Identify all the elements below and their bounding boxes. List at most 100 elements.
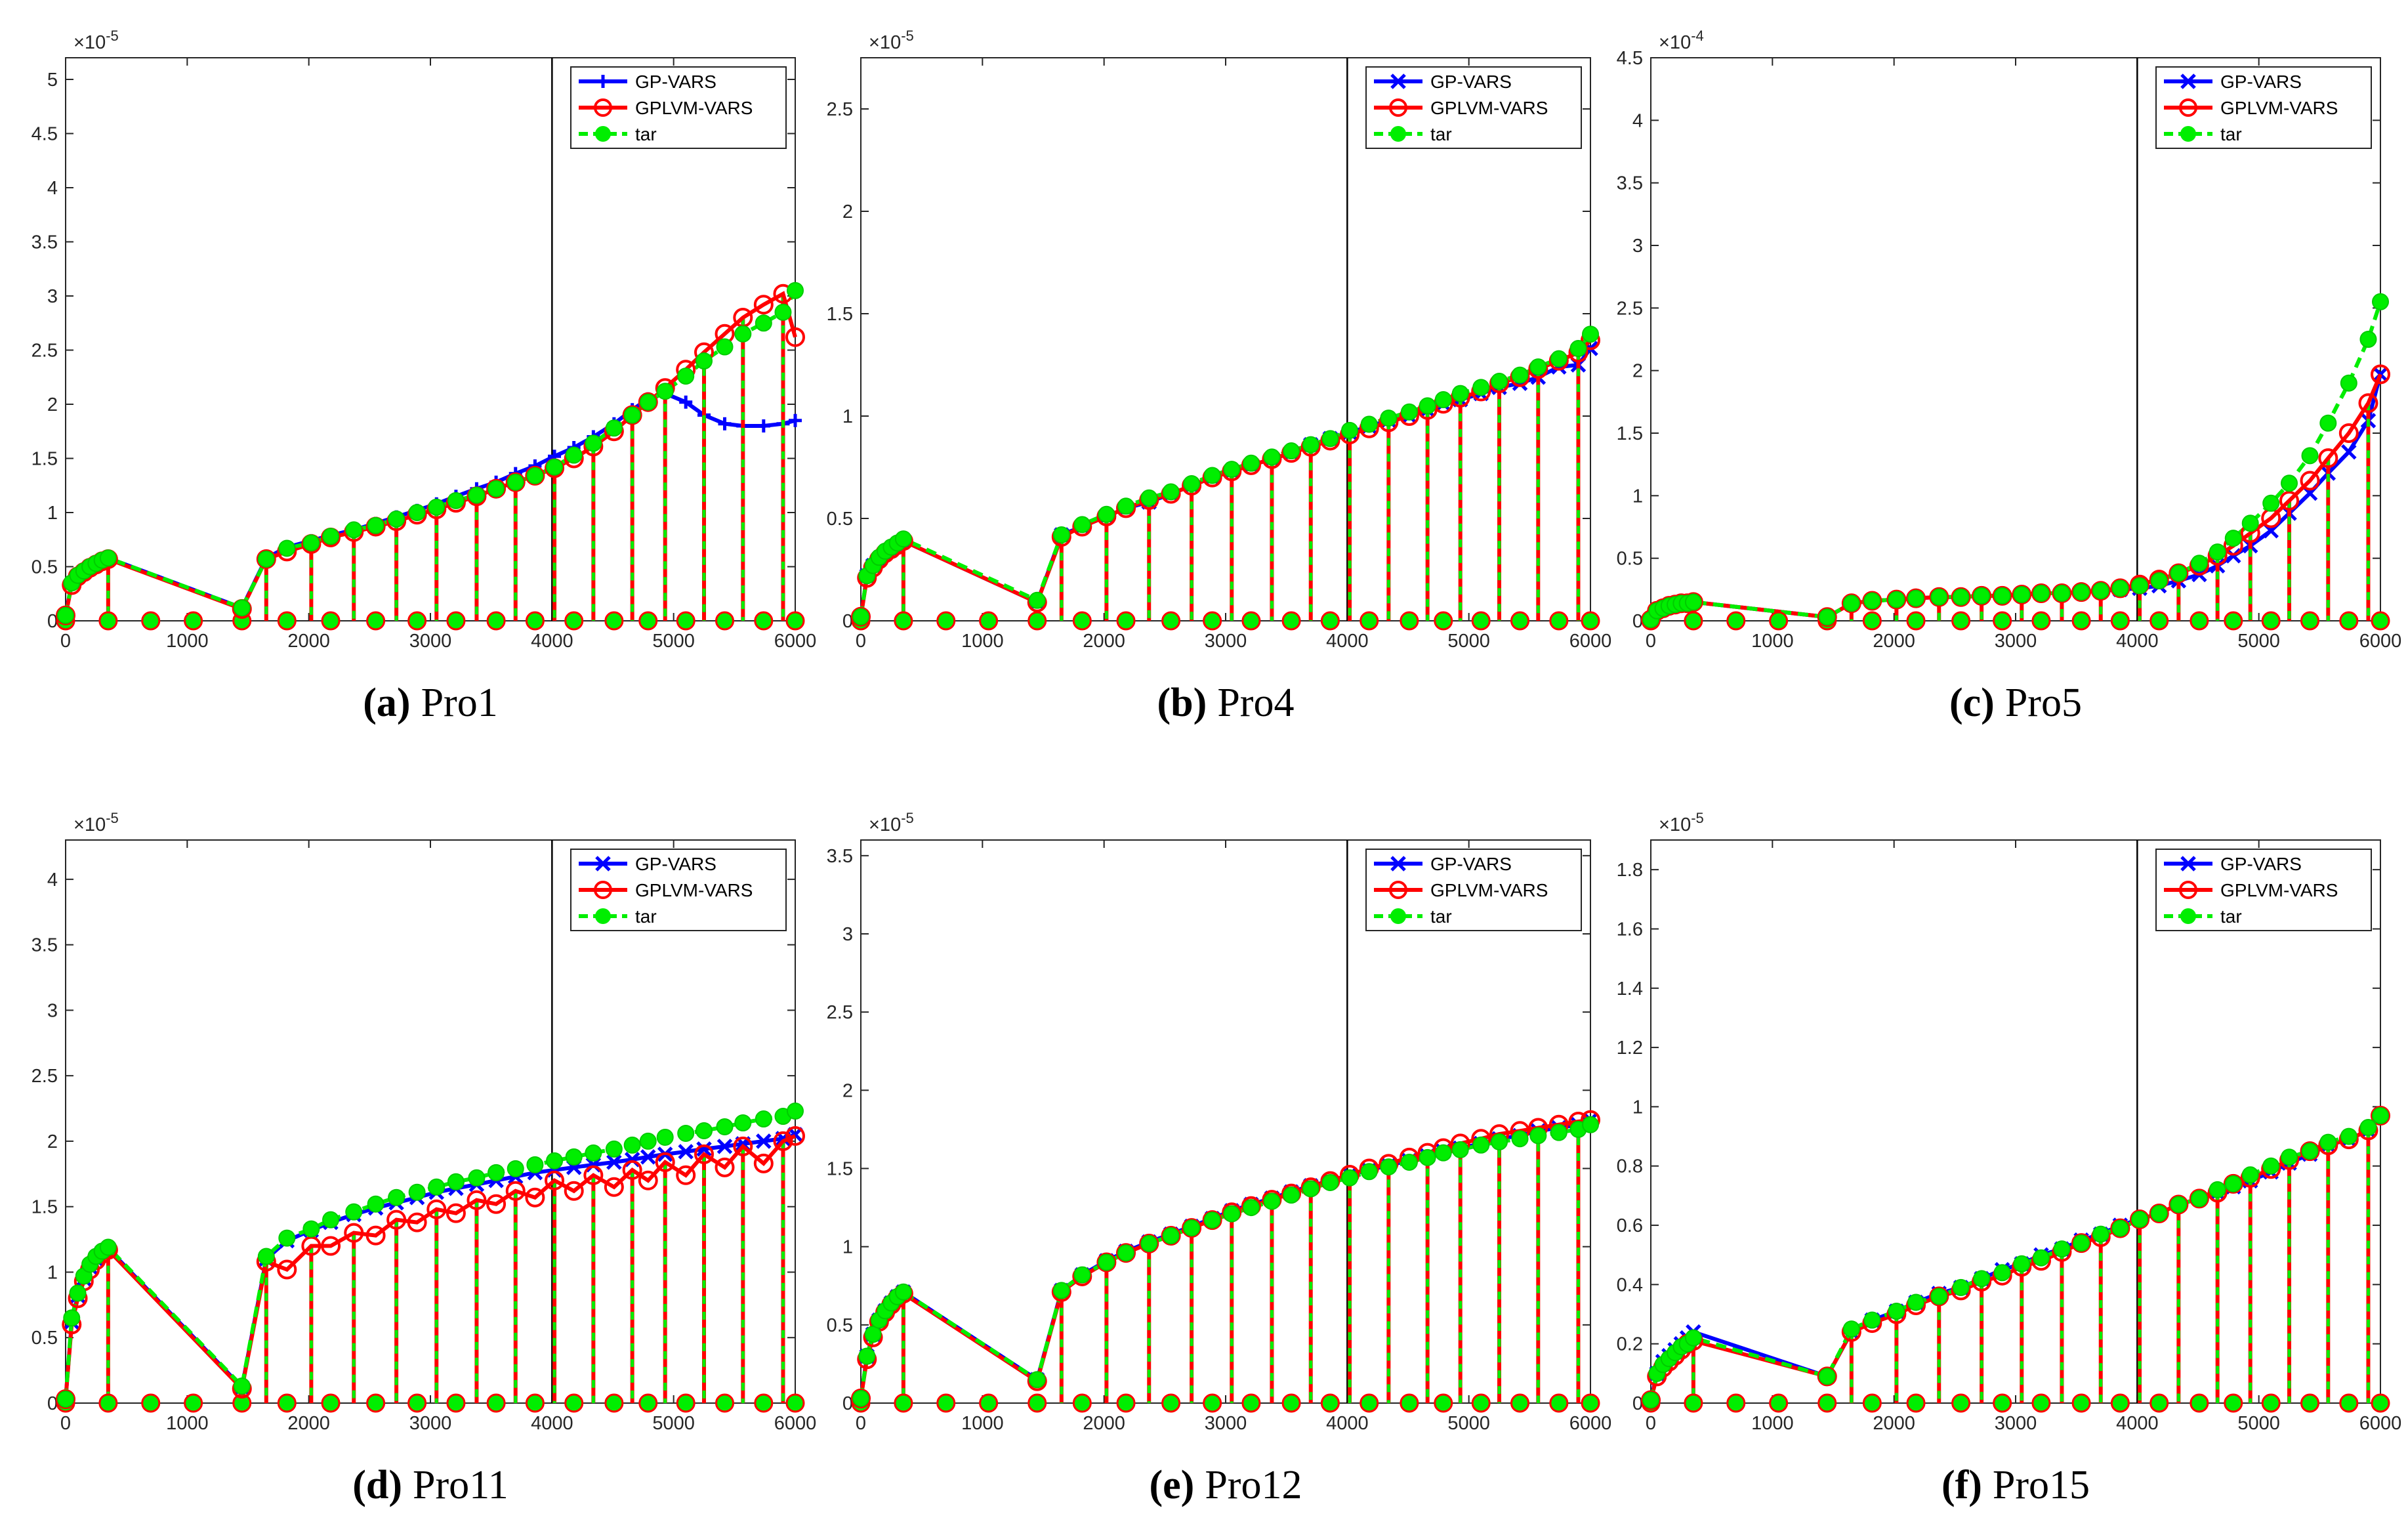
y-tick-label: 1.4 (1617, 978, 1643, 999)
y-tick-label: 1.5 (827, 304, 853, 325)
y-tick-label: 0.5 (827, 1315, 853, 1336)
caption-letter: (e) (1150, 1463, 1195, 1507)
zero-marker (1726, 611, 1746, 631)
tar-point (1419, 397, 1436, 415)
gplvm-vars-point (386, 1209, 407, 1230)
y-exponent-label: ×10-5 (869, 810, 914, 835)
tar-point (2262, 494, 2280, 512)
zero-marker (2110, 1393, 2130, 1413)
tar-point (677, 1124, 695, 1142)
zero-marker (2339, 1393, 2359, 1413)
panel-d: 0 0.5 1 1.5 2 2.5 3 3.5 4 0 1000 2000 3000 4000 5000 60… (31, 810, 817, 1507)
x-tick-label: 5000 (1447, 1413, 1490, 1434)
tar-point (2032, 585, 2050, 602)
zero-marker (785, 611, 805, 631)
y-tick-label: 3 (47, 286, 58, 307)
zero-marker (1581, 611, 1600, 631)
gplvm-vars-point (2338, 423, 2359, 443)
legend-marker (2179, 881, 2197, 899)
exponent-base: ×10 (73, 32, 106, 53)
legend-label: GPLVM-VARS (2220, 880, 2338, 900)
legend-marker (1390, 908, 1406, 924)
x-tick-label: 6000 (774, 1413, 817, 1434)
x-tick-label: 5000 (2237, 1413, 2280, 1434)
x-tick-label: 0 (60, 1413, 71, 1434)
zero-marker (525, 611, 545, 631)
axes-box (860, 839, 1591, 1404)
tar-point (1434, 1144, 1452, 1162)
tar-point (63, 1309, 81, 1327)
zero-marker (2149, 1393, 2169, 1413)
legend-label: GPLVM-VARS (635, 98, 753, 118)
exponent-power: -5 (901, 28, 914, 44)
tar-point (1183, 474, 1201, 492)
tar-point (278, 1229, 296, 1247)
y-tick-label: 2 (842, 1080, 853, 1101)
zero-marker (2261, 611, 2281, 631)
tar-point (1302, 436, 1319, 453)
tar-point (2150, 1204, 2168, 1222)
legend-marker (596, 75, 610, 88)
zero-marker (785, 1393, 805, 1413)
y-exponent-label: ×10-5 (73, 28, 119, 53)
zero-marker (1993, 611, 2012, 631)
y-exponent-label: ×10-5 (869, 28, 914, 53)
tar-point (1434, 391, 1452, 409)
tar-point (1183, 1219, 1201, 1237)
zero-marker (2031, 1393, 2051, 1413)
y-tick-label: 2 (842, 201, 853, 222)
tar-point (233, 1377, 251, 1395)
tar-point (2340, 1127, 2357, 1145)
tar-point (1162, 483, 1180, 501)
y-tick-label: 2.5 (31, 341, 58, 362)
zero-marker (446, 1393, 466, 1413)
tar-point (99, 549, 117, 567)
legend-label: tar (1430, 124, 1452, 144)
tar-point (864, 1326, 882, 1343)
tar-point (2111, 579, 2129, 597)
tar-point (546, 458, 564, 476)
tar-point (852, 1389, 869, 1407)
tar-point (2053, 585, 2071, 602)
tar-point (526, 467, 544, 484)
x-tick-label: 6000 (774, 631, 817, 652)
tar-point (507, 1160, 524, 1177)
tar-point (2209, 543, 2226, 561)
gplvm-vars-point (525, 1187, 545, 1208)
x-tick-label: 1000 (961, 631, 1004, 652)
tar-point (2073, 1234, 2090, 1252)
gplvm-vars-point (365, 1225, 386, 1246)
y-tick-label: 3 (47, 1000, 58, 1021)
exponent-base: ×10 (1659, 32, 1691, 53)
x-tick-label: 4000 (531, 1413, 573, 1434)
gplvm-vars-point (2318, 448, 2338, 469)
tar-point (69, 1284, 87, 1302)
gplvm-vars-point (583, 1165, 604, 1185)
zero-marker (1028, 1393, 1047, 1413)
tar-point (1888, 1303, 1905, 1320)
tar-point (2053, 1240, 2071, 1258)
y-tick-label: 2 (1632, 361, 1643, 382)
zero-marker (638, 611, 658, 631)
tar-point (2013, 585, 2031, 603)
y-tick-label: 0.4 (1617, 1274, 1643, 1295)
zero-marker (2371, 611, 2390, 631)
caption-name: Pro12 (1205, 1463, 1302, 1507)
panel-b: 0 0.5 1 1.5 2 2.5 0 1000 2000 3000 4000 5000 6000 ×10… (827, 28, 1612, 725)
tar-point (488, 480, 505, 497)
y-tick-label: 0 (842, 1393, 853, 1414)
x-tick-label: 3000 (1995, 1413, 2037, 1434)
y-tick-label: 1 (47, 503, 58, 524)
x-tick-label: 2000 (287, 631, 330, 652)
y-tick-label: 4 (1632, 110, 1643, 131)
x-tick-label: 3000 (1995, 631, 2037, 652)
x-tick-label: 0 (1646, 1413, 1656, 1434)
legend-label: GP-VARS (635, 854, 716, 874)
y-tick-label: 4 (47, 178, 58, 199)
x-tick-label: 3000 (1205, 1413, 1247, 1434)
tar-point (2262, 1157, 2280, 1175)
legend-marker (2180, 908, 2196, 924)
tar-point (1400, 403, 1418, 421)
caption-letter: (b) (1157, 681, 1207, 725)
y-tick-label: 4.5 (1617, 48, 1643, 69)
